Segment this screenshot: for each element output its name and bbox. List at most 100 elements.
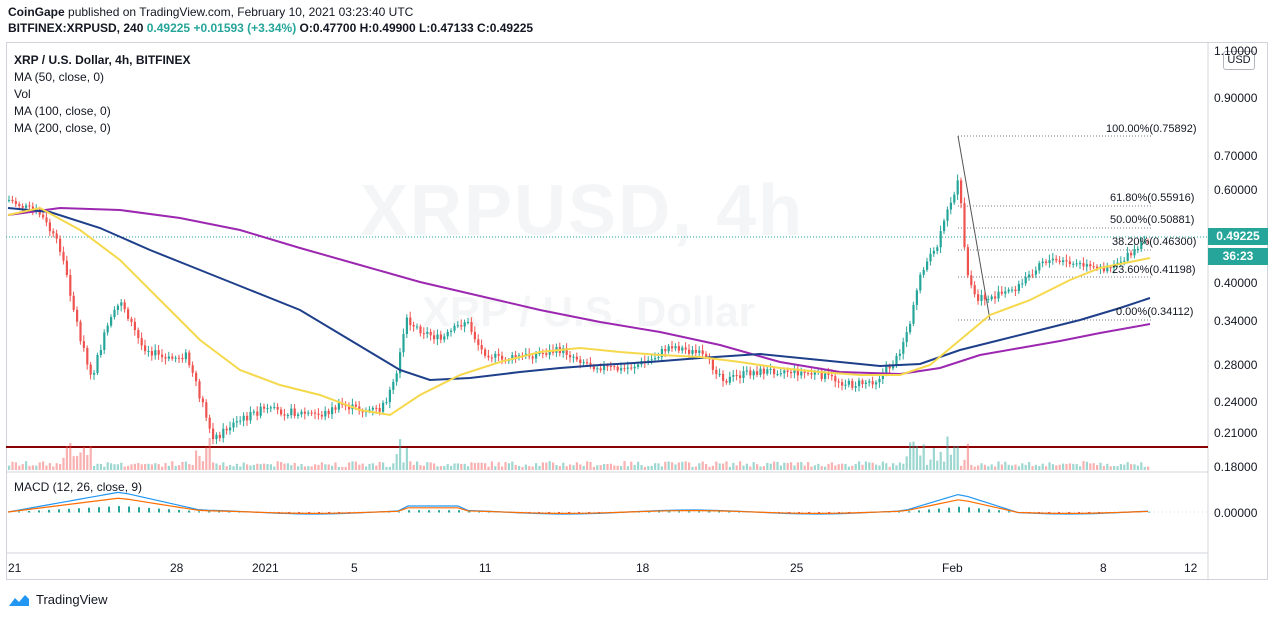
candle-body xyxy=(936,247,939,251)
volume-bar xyxy=(375,465,378,470)
macd-legend[interactable]: MACD (12, 26, close, 9) xyxy=(14,480,143,494)
candle-body xyxy=(1143,241,1146,243)
volume-bar xyxy=(844,463,847,470)
candle-body xyxy=(450,330,453,332)
candle-body xyxy=(106,325,109,333)
volume-bar xyxy=(1024,464,1027,470)
candle-body xyxy=(623,368,626,370)
volume-bar xyxy=(558,466,561,470)
candle-body xyxy=(1136,248,1139,250)
macd-hist-bar xyxy=(688,511,690,513)
legend-ma100[interactable]: MA (100, close, 0) xyxy=(14,104,111,118)
volume-bar xyxy=(1143,466,1146,470)
volume-bar xyxy=(1038,466,1041,470)
candle-body xyxy=(327,410,330,415)
time-tick: 25 xyxy=(790,561,804,575)
candle-body xyxy=(368,409,371,411)
volume-bar xyxy=(912,441,915,470)
candle-body xyxy=(167,356,170,359)
candle-body xyxy=(892,365,895,369)
volume-bar xyxy=(1028,462,1031,470)
candle-body xyxy=(980,295,983,301)
volume-bar xyxy=(987,466,990,470)
volume-bar xyxy=(358,464,361,470)
candle-body xyxy=(762,368,765,374)
volume-bar xyxy=(779,465,782,470)
volume-bar xyxy=(137,463,140,470)
legend-ma200[interactable]: MA (200, close, 0) xyxy=(14,121,111,135)
volume-bar xyxy=(535,463,538,470)
volume-bar xyxy=(11,461,14,470)
volume-bar xyxy=(161,466,164,470)
volume-bar xyxy=(766,462,769,470)
price-tick: 0.21000 xyxy=(1214,426,1258,440)
macd-hist-bar xyxy=(128,506,130,513)
candle-body xyxy=(769,368,772,370)
candle-body xyxy=(579,359,582,363)
candle-body xyxy=(511,355,514,361)
volume-bar xyxy=(922,444,925,470)
candle-body xyxy=(620,368,623,371)
tradingview-footer[interactable]: TradingView xyxy=(8,592,108,607)
price-tick: 0.34000 xyxy=(1214,314,1258,328)
candle-body xyxy=(956,180,959,195)
macd-hist-bar xyxy=(838,512,840,514)
macd-hist-bar xyxy=(1068,512,1070,514)
candle-body xyxy=(1041,261,1044,264)
volume-bar xyxy=(269,464,272,470)
currency-button[interactable]: USD xyxy=(1223,51,1255,70)
candle-body xyxy=(793,368,796,374)
macd-signal-line xyxy=(7,497,1149,514)
bar-countdown: 36:23 xyxy=(1208,248,1268,265)
symbol-line: BITFINEX:XRPUSD, 240 0.49225 +0.01593 (+… xyxy=(8,21,533,35)
volume-bar xyxy=(694,466,697,470)
candle-body xyxy=(902,342,905,354)
candle-body xyxy=(123,302,126,310)
macd-hist-bar xyxy=(338,512,340,513)
volume-bar xyxy=(1130,464,1133,470)
candle-body xyxy=(834,376,837,382)
candle-body xyxy=(1092,266,1095,268)
volume-bar xyxy=(1116,466,1119,470)
volume-bar xyxy=(538,465,541,470)
candle-body xyxy=(191,365,194,373)
macd-hist-bar xyxy=(908,511,910,513)
candle-body xyxy=(725,380,728,383)
legend-vol[interactable]: Vol xyxy=(14,87,31,101)
candle-body xyxy=(1065,260,1068,262)
macd-hist-bar xyxy=(158,508,160,513)
volume-bar xyxy=(1126,462,1129,470)
volume-bar xyxy=(596,465,599,470)
candle-body xyxy=(280,409,283,415)
volume-bar xyxy=(433,463,436,470)
candle-body xyxy=(494,353,497,358)
volume-bar xyxy=(626,466,629,470)
volume-bar xyxy=(460,463,463,470)
legend-ma50[interactable]: MA (50, close, 0) xyxy=(14,70,105,84)
candle-body xyxy=(229,427,232,431)
chart-frame[interactable] xyxy=(6,42,1268,580)
volume-bar xyxy=(484,463,487,470)
volume-bar xyxy=(385,466,388,470)
volume-bar xyxy=(994,466,997,470)
candle-body xyxy=(905,332,908,343)
volume-bar xyxy=(956,446,959,470)
volume-bar xyxy=(490,461,493,470)
macd-hist-bar xyxy=(148,507,150,513)
volume-bar xyxy=(487,466,490,470)
candle-body xyxy=(861,380,864,385)
volume-bar xyxy=(1075,464,1078,470)
macd-hist-bar xyxy=(78,508,80,513)
volume-bar xyxy=(898,462,901,470)
macd-hist-bar xyxy=(478,511,480,513)
candle-body xyxy=(949,202,952,210)
candle-body xyxy=(960,180,963,204)
macd-hist-bar xyxy=(458,510,460,513)
volume-bar xyxy=(1085,461,1088,470)
volume-bar xyxy=(473,463,476,470)
candle-body xyxy=(994,296,997,299)
candle-body xyxy=(1079,263,1082,265)
volume-bar xyxy=(324,464,327,470)
volume-bar xyxy=(803,465,806,470)
